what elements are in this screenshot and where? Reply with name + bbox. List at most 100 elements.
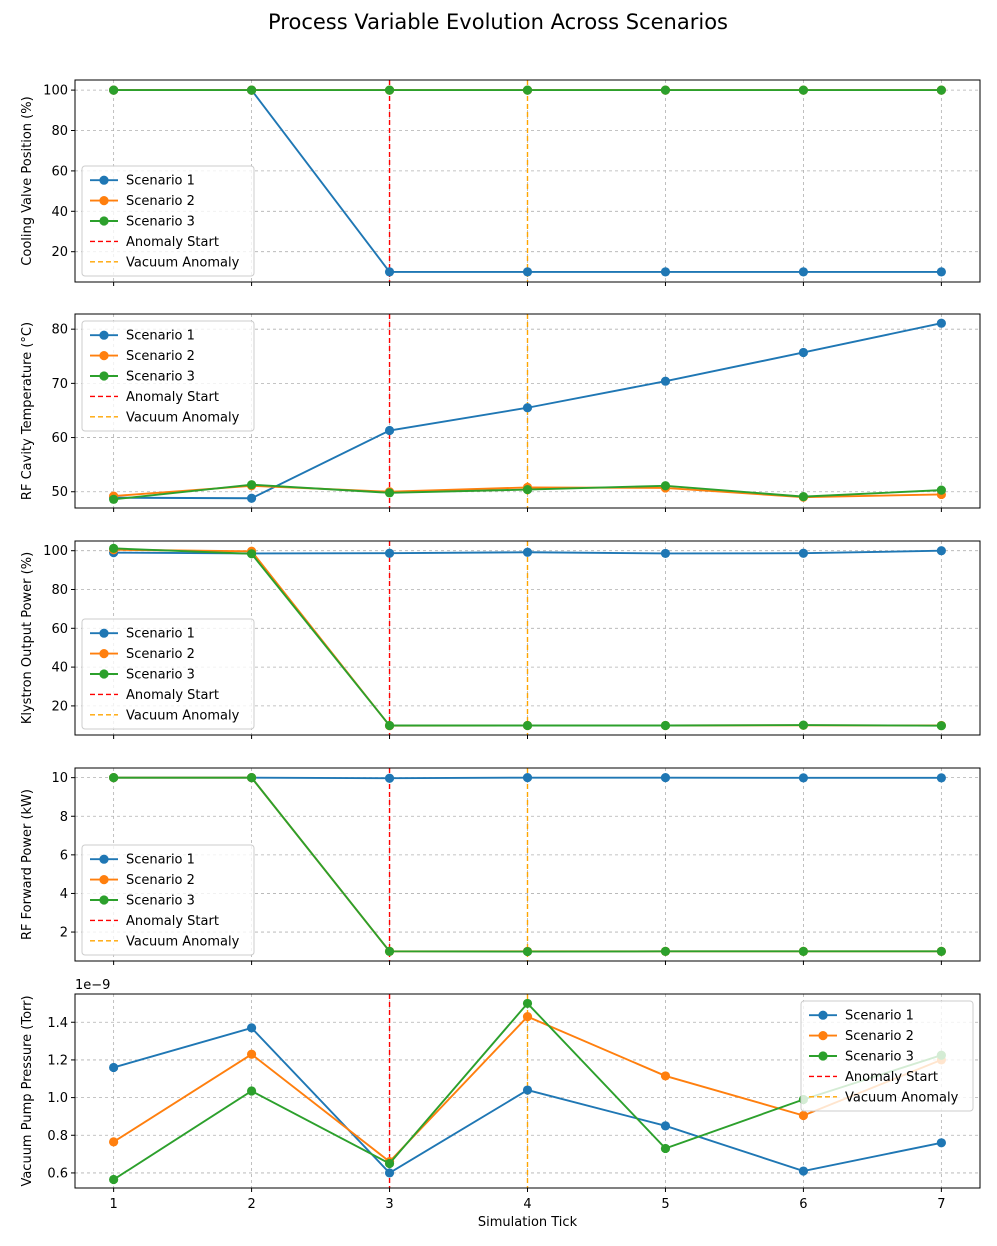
data-point-scenario-1 [522, 773, 533, 783]
y-axis-label: RF Cavity Temperature (°C) [20, 322, 35, 500]
data-point-scenario-1 [384, 267, 395, 277]
legend-entry-label: Vacuum Anomaly [126, 255, 240, 270]
y-tick-label: 50 [51, 485, 68, 500]
data-point-scenario-1 [522, 547, 533, 557]
subplot-5: 1 2 3 4 5 6 7 Simulation Tick 0.6 0.8 1.0 1.2 1.4 1e−… [20, 978, 981, 1230]
y-tick-label: 1.2 [47, 1053, 68, 1068]
y-tick-label: 80 [51, 323, 68, 338]
legend-box [81, 165, 255, 277]
y-tick-label: 40 [51, 205, 68, 220]
data-point-scenario-3 [798, 85, 809, 95]
legend-entry-label: Scenario 1 [126, 627, 195, 642]
data-point-scenario-3 [109, 85, 119, 95]
data-point-scenario-3 [246, 773, 257, 783]
y-tick-label: 2 [60, 926, 68, 941]
data-point-scenario-3 [384, 946, 395, 956]
y-tick-label: 10 [51, 771, 68, 786]
legend-entry-label: Scenario 1 [126, 853, 195, 868]
x-tick-label: 4 [523, 1197, 531, 1212]
data-point-scenario-1 [660, 1121, 671, 1131]
data-point-scenario-3 [798, 946, 809, 956]
legend-box [800, 1000, 974, 1112]
data-point-scenario-3 [246, 480, 257, 490]
legend-swatch-marker [99, 216, 109, 226]
legend-box [81, 844, 255, 956]
legend-entry-label: Vacuum Anomaly [126, 410, 240, 425]
data-point-scenario-3 [936, 485, 946, 495]
y-tick-label: 4 [60, 887, 68, 902]
data-point-scenario-1 [246, 493, 257, 503]
legend-entry-label: Vacuum Anomaly [126, 934, 240, 949]
y-tick-label: 0.6 [47, 1166, 68, 1181]
data-point-scenario-1 [246, 1023, 257, 1033]
legend-swatch-marker [818, 1051, 828, 1061]
data-point-scenario-2 [246, 1049, 257, 1059]
legend-swatch-marker [99, 175, 109, 185]
subplot-3: 20 40 60 80 100 Klystron Output Power (%) Scen… [20, 540, 981, 739]
data-point-scenario-3 [384, 85, 395, 95]
legend-entry-label: Scenario 1 [126, 329, 195, 344]
data-point-scenario-3 [109, 773, 119, 783]
data-point-scenario-3 [660, 481, 671, 491]
legend-entry-label: Scenario 3 [845, 1050, 914, 1065]
legend-entry-label: Anomaly Start [126, 688, 219, 703]
legend-swatch-marker [99, 628, 109, 638]
legend-swatch-marker [99, 196, 109, 206]
subplot-1: 20 40 60 80 100 Cooling Valve Position (%) Sce… [20, 79, 981, 286]
y-tick-label: 60 [51, 431, 68, 446]
subplot-panels: 20 40 60 80 100 Cooling Valve Position (%) Sce… [20, 79, 981, 1230]
legend-entry-label: Scenario 2 [126, 349, 195, 364]
data-point-scenario-3 [798, 492, 809, 502]
data-point-scenario-1 [936, 318, 946, 328]
y-tick-label: 0.8 [47, 1129, 68, 1144]
legend-swatch-marker [99, 330, 109, 340]
x-tick-label: 6 [799, 1197, 807, 1212]
figure-title: Process Variable Evolution Across Scenar… [268, 10, 728, 34]
legend-box [81, 618, 255, 730]
data-point-scenario-3 [660, 1143, 671, 1154]
y-axis-label: Klystron Output Power (%) [20, 552, 35, 724]
y-axis-label: Vacuum Pump Pressure (Torr) [20, 995, 35, 1186]
data-point-scenario-3 [936, 946, 946, 956]
data-point-scenario-3 [660, 85, 671, 95]
legend: Scenario 1 Scenario 2 Scenario 3 Anomaly St… [81, 165, 255, 277]
legend-entry-label: Scenario 3 [126, 215, 195, 230]
data-point-scenario-3 [109, 1174, 119, 1185]
y-tick-label: 8 [60, 810, 68, 825]
legend-entry-label: Scenario 3 [126, 894, 195, 909]
data-point-scenario-1 [798, 267, 809, 277]
data-point-scenario-1 [384, 425, 395, 436]
data-point-scenario-1 [936, 546, 946, 556]
legend-entry-label: Anomaly Start [126, 235, 219, 250]
data-point-scenario-3 [522, 720, 533, 731]
y-tick-label: 60 [51, 622, 68, 637]
x-tick-label: 7 [937, 1197, 945, 1212]
data-point-scenario-3 [522, 85, 533, 95]
data-point-scenario-3 [936, 85, 946, 95]
y-offset-label: 1e−9 [75, 978, 110, 993]
y-tick-label: 1.0 [47, 1091, 68, 1106]
data-point-scenario-1 [798, 1166, 809, 1176]
y-tick-label: 70 [51, 377, 68, 392]
y-axis-label: RF Forward Power (kW) [20, 789, 35, 940]
data-point-scenario-3 [522, 946, 533, 957]
legend-entry-label: Scenario 2 [126, 194, 195, 209]
data-point-scenario-1 [384, 773, 395, 783]
data-point-scenario-1 [522, 403, 533, 413]
legend-entry-label: Scenario 2 [126, 647, 195, 662]
data-point-scenario-3 [660, 946, 671, 956]
data-point-scenario-3 [798, 720, 809, 730]
data-point-scenario-2 [798, 1110, 809, 1121]
data-point-scenario-1 [660, 548, 671, 559]
legend-entry-label: Scenario 2 [845, 1029, 914, 1044]
data-point-scenario-1 [384, 548, 395, 558]
y-tick-label: 100 [43, 84, 68, 99]
data-point-scenario-1 [936, 267, 946, 277]
legend-entry-label: Scenario 2 [126, 873, 195, 888]
data-point-scenario-3 [384, 1158, 395, 1169]
legend-entry-label: Vacuum Anomaly [126, 708, 240, 723]
legend-entry-label: Scenario 1 [126, 174, 195, 189]
y-tick-label: 100 [43, 544, 68, 559]
